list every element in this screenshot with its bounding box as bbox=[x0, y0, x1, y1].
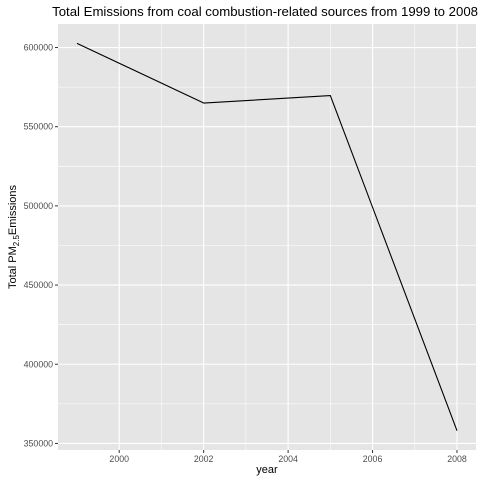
chart-title: Total Emissions from coal combustion-rel… bbox=[52, 4, 478, 19]
y-tick-label: 500000 bbox=[24, 201, 53, 211]
x-tick-label: 2004 bbox=[278, 454, 298, 464]
series-group bbox=[76, 42, 458, 431]
y-tick-label: 400000 bbox=[24, 359, 53, 369]
x-tick-label: 2006 bbox=[363, 454, 383, 464]
y-axis-title: Total PM2.5Emissions bbox=[7, 184, 21, 289]
y-axis-title-prefix: Total PM bbox=[7, 246, 19, 289]
y-tick-label: 350000 bbox=[24, 438, 53, 448]
y-tick-label: 450000 bbox=[24, 280, 53, 290]
y-axis: 350000 400000 450000 500000 550000 600000 bbox=[24, 43, 58, 448]
series-line bbox=[76, 42, 458, 431]
x-tick-label: 2002 bbox=[194, 454, 214, 464]
y-axis-title-suffix: Emissions bbox=[7, 184, 19, 235]
major-gridlines bbox=[58, 24, 476, 450]
minor-gridlines bbox=[58, 24, 476, 450]
y-axis-title-subscript: 2.5 bbox=[12, 235, 21, 247]
x-axis-title: year bbox=[256, 464, 278, 476]
x-axis: 2000 2002 2004 2006 2008 bbox=[109, 450, 467, 464]
y-tick-label: 600000 bbox=[24, 43, 53, 53]
plot-panel bbox=[58, 24, 476, 450]
y-tick-label: 550000 bbox=[24, 122, 53, 132]
x-tick-label: 2008 bbox=[447, 454, 467, 464]
x-tick-label: 2000 bbox=[109, 454, 129, 464]
